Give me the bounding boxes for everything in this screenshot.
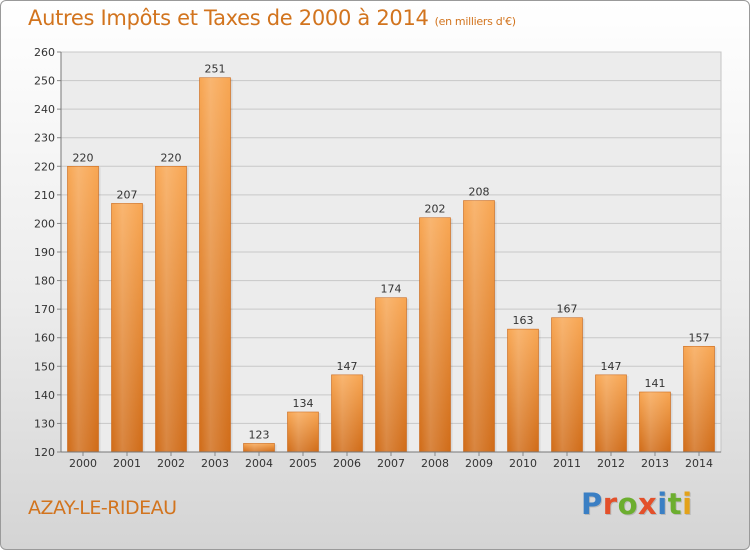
x-tick-label: 2013 [641,457,669,470]
logo-letter: t [667,487,683,521]
data-label: 141 [645,377,666,390]
y-tick-label: 250 [34,75,55,88]
bar-highlight [243,443,275,452]
logo-letter: P [581,487,603,521]
data-label: 167 [557,303,578,316]
y-tick-label: 150 [34,360,55,373]
x-tick-label: 2007 [377,457,405,470]
y-tick-label: 140 [34,389,55,402]
x-tick-label: 2009 [465,457,493,470]
logo-letter: x [638,487,658,521]
x-tick-label: 2014 [685,457,713,470]
x-tick-label: 2002 [157,457,185,470]
bar-highlight [287,412,319,452]
chart-title: Autres Impôts et Taxes de 2000 à 2014 (en… [28,6,516,30]
x-tick-label: 2010 [509,457,537,470]
x-tick-label: 2004 [245,457,273,470]
chart-title-unit: (en milliers d'€) [434,15,516,28]
proxiti-logo: Proxiti [581,487,693,521]
bar-highlight [111,203,143,452]
bar-highlight [595,374,627,452]
x-tick-label: 2003 [201,457,229,470]
data-label: 220 [73,151,94,164]
x-tick-label: 2006 [333,457,361,470]
x-tick-label: 2005 [289,457,317,470]
x-tick-label: 2012 [597,457,625,470]
y-tick-label: 160 [34,332,55,345]
logo-letter: r [602,487,618,521]
bars: 220 207 220 251 123 134 147 174 202 208 163 167 147 1… [67,63,717,453]
y-tick-label: 200 [34,217,55,230]
bar-highlight [331,374,363,452]
y-tick-label: 180 [34,275,55,288]
y-tick-label: 240 [34,103,55,116]
data-label: 208 [469,186,490,199]
data-label: 251 [205,63,226,76]
bar-highlight [419,217,451,452]
chart-title-text: Autres Impôts et Taxes de 2000 à 2014 [28,6,429,30]
data-label: 123 [249,428,270,441]
x-tick-label: 2008 [421,457,449,470]
data-label: 207 [117,188,138,201]
bar-highlight [199,77,231,452]
data-label: 147 [337,360,358,373]
bar-highlight [639,392,671,452]
x-tick-label: 2000 [69,457,97,470]
logo-letter: o [617,487,639,521]
y-tick-label: 220 [34,160,55,173]
data-label: 163 [513,314,534,327]
bar-highlight [551,317,583,452]
x-axis: 2000 2001 2002 2003 2004 2005 2006 2007 2008 2009… [61,451,721,470]
logo-letter: i [682,487,693,521]
bar-highlight [683,346,715,452]
bar-highlight [375,297,407,452]
bar-highlight [155,166,187,453]
y-tick-label: 210 [34,189,55,202]
y-tick-label: 260 [34,46,55,59]
x-tick-label: 2011 [553,457,581,470]
data-label: 174 [381,283,402,296]
logo-letter: i [657,487,668,521]
y-tick-label: 120 [34,446,55,459]
data-label: 220 [161,151,182,164]
x-tick-label: 2001 [113,457,141,470]
bar-highlight [463,200,495,452]
data-label: 157 [689,331,710,344]
y-axis: 120 130 140 150 160 170 180 190 200 210 220 230 240 2… [34,46,62,459]
y-tick-label: 230 [34,132,55,145]
data-label: 202 [425,203,446,216]
bar-highlight [507,329,539,452]
bar-highlight [67,166,99,453]
data-label: 134 [293,397,314,410]
y-tick-label: 190 [34,246,55,259]
data-label: 147 [601,360,622,373]
location-label: AZAY-LE-RIDEAU [28,497,177,519]
y-tick-label: 170 [34,303,55,316]
y-tick-label: 130 [34,417,55,430]
